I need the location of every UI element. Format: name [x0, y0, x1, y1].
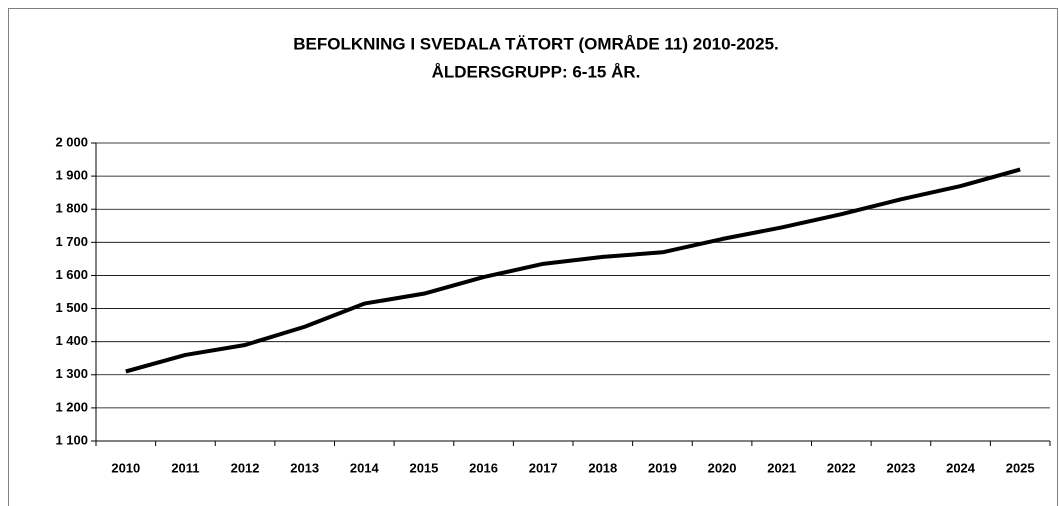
x-tick-label: 2024 — [946, 460, 976, 475]
x-tick-label: 2019 — [648, 460, 677, 475]
x-tick-label: 2013 — [290, 460, 319, 475]
x-tick-label: 2025 — [1006, 460, 1035, 475]
x-tick-label: 2014 — [350, 460, 380, 475]
x-tick-label: 2015 — [409, 460, 438, 475]
x-tick-label: 2010 — [111, 460, 140, 475]
y-tick-label: 2 000 — [55, 134, 88, 149]
x-tick-label: 2018 — [588, 460, 617, 475]
y-tick-label: 1 500 — [55, 300, 88, 315]
y-tick-label: 1 600 — [55, 267, 88, 282]
x-tick-label: 2022 — [827, 460, 856, 475]
data-line — [125, 167, 1021, 374]
y-tick-label: 1 900 — [55, 168, 88, 183]
y-tick-label: 1 100 — [55, 432, 88, 447]
x-tick-label: 2011 — [171, 460, 199, 475]
y-tick-label: 1 800 — [55, 201, 88, 216]
y-tick-label: 1 300 — [55, 366, 88, 381]
chart-frame — [8, 8, 1058, 506]
y-tick-label: 1 700 — [55, 234, 88, 249]
x-tick-label: 2017 — [529, 460, 558, 475]
x-tick-label: 2023 — [886, 460, 915, 475]
chart-subtitle: ÅLDERSGRUPP: 6-15 ÅR. — [432, 62, 641, 81]
x-tick-label: 2021 — [767, 460, 796, 475]
y-tick-label: 1 400 — [55, 333, 88, 348]
x-tick-label: 2016 — [469, 460, 498, 475]
x-tick-label: 2020 — [708, 460, 737, 475]
x-tick-label: 2012 — [231, 460, 260, 475]
y-tick-label: 1 200 — [55, 399, 88, 414]
chart-title: BEFOLKNING I SVEDALA TÄTORT (OMRÅDE 11) … — [293, 34, 779, 53]
